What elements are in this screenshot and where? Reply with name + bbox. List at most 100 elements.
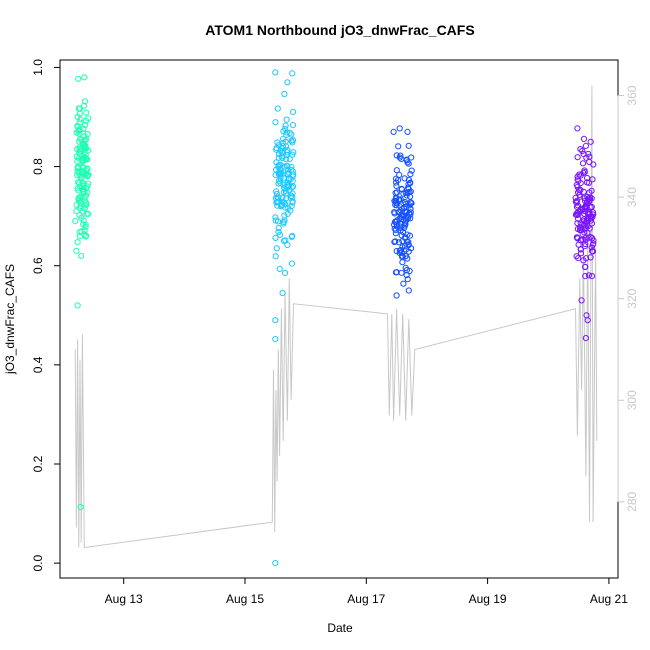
data-point [399, 259, 406, 266]
data-point [85, 180, 92, 187]
data-point [405, 241, 412, 249]
data-point [578, 226, 585, 234]
data-point [272, 69, 279, 76]
data-point [83, 155, 90, 162]
data-point [77, 504, 84, 511]
y2-tick-label: 280 [625, 491, 639, 511]
data-point [82, 192, 90, 199]
data-point [574, 173, 581, 180]
data-point [399, 244, 406, 251]
data-point [398, 221, 405, 228]
data-point [583, 179, 591, 186]
data-point [582, 335, 590, 342]
data-point [400, 280, 407, 287]
data-point [589, 211, 597, 218]
data-point [405, 248, 412, 255]
data-point [393, 217, 401, 224]
data-point [72, 218, 79, 225]
data-point [586, 211, 593, 218]
data-point [82, 121, 89, 129]
data-point [401, 175, 408, 182]
data-point [289, 139, 296, 146]
data-point [272, 336, 279, 343]
data-point [74, 185, 81, 192]
data-point [396, 250, 403, 257]
data-point [587, 217, 595, 224]
data-point [407, 215, 414, 222]
data-point [277, 167, 284, 174]
data-point [278, 201, 286, 208]
data-point [283, 116, 290, 123]
data-point [572, 194, 579, 201]
y-tick-label: 0.4 [31, 356, 45, 373]
data-point [580, 216, 588, 223]
data-point [575, 186, 583, 193]
data-point [274, 139, 281, 146]
data-point [81, 98, 89, 105]
data-point [576, 208, 584, 215]
data-point [287, 207, 294, 214]
data-point [279, 148, 286, 155]
data-point [281, 90, 288, 98]
data-point [580, 257, 587, 264]
data-point [275, 228, 282, 236]
secondary-line [74, 85, 598, 549]
data-point [582, 222, 589, 229]
data-point [82, 223, 89, 230]
data-point [580, 135, 588, 142]
data-point [393, 195, 400, 202]
y2-tick-label: 300 [625, 390, 639, 410]
data-point [73, 247, 80, 254]
x-tick-label: Aug 13 [105, 592, 143, 606]
data-point [272, 560, 279, 567]
data-point [398, 232, 405, 239]
data-point [393, 182, 400, 189]
y-tick-label: 0.0 [31, 554, 45, 571]
data-point [577, 146, 584, 153]
data-point [273, 190, 280, 198]
data-point [393, 269, 400, 276]
data-point [580, 151, 587, 158]
data-point [83, 117, 90, 125]
x-axis: Aug 13 Aug 15 Aug 17 Aug 19 Aug 21 [105, 578, 628, 606]
data-point [75, 163, 82, 170]
data-point [585, 150, 592, 157]
data-point [82, 142, 89, 149]
data-point [574, 183, 581, 190]
x-tick-label: Aug 21 [590, 592, 628, 606]
data-point [584, 174, 591, 182]
data-point [395, 239, 403, 246]
data-point [391, 225, 398, 232]
data-point [80, 125, 87, 132]
data-point [398, 155, 405, 162]
data-point [587, 138, 594, 145]
data-point [283, 143, 290, 150]
data-point [82, 202, 89, 209]
data-point [405, 181, 412, 188]
data-point [582, 273, 589, 280]
data-point [281, 217, 288, 224]
data-point [392, 175, 400, 182]
data-point [280, 220, 287, 227]
data-point [289, 108, 297, 116]
data-point [584, 317, 591, 324]
data-point [273, 188, 280, 195]
data-point [84, 172, 92, 179]
data-point [284, 163, 291, 170]
data-point [397, 152, 404, 159]
data-point [274, 105, 281, 112]
data-point [404, 276, 411, 283]
data-point [83, 232, 90, 239]
data-point [73, 153, 81, 160]
y-tick-label: 1.0 [31, 59, 45, 76]
data-point [582, 197, 589, 204]
data-point [403, 192, 410, 199]
data-point [403, 267, 410, 274]
data-point [77, 147, 85, 154]
data-point [573, 253, 580, 260]
data-point [74, 172, 81, 179]
data-point [406, 232, 414, 239]
data-point [391, 221, 398, 228]
data-point [278, 153, 285, 160]
data-point [406, 267, 413, 275]
